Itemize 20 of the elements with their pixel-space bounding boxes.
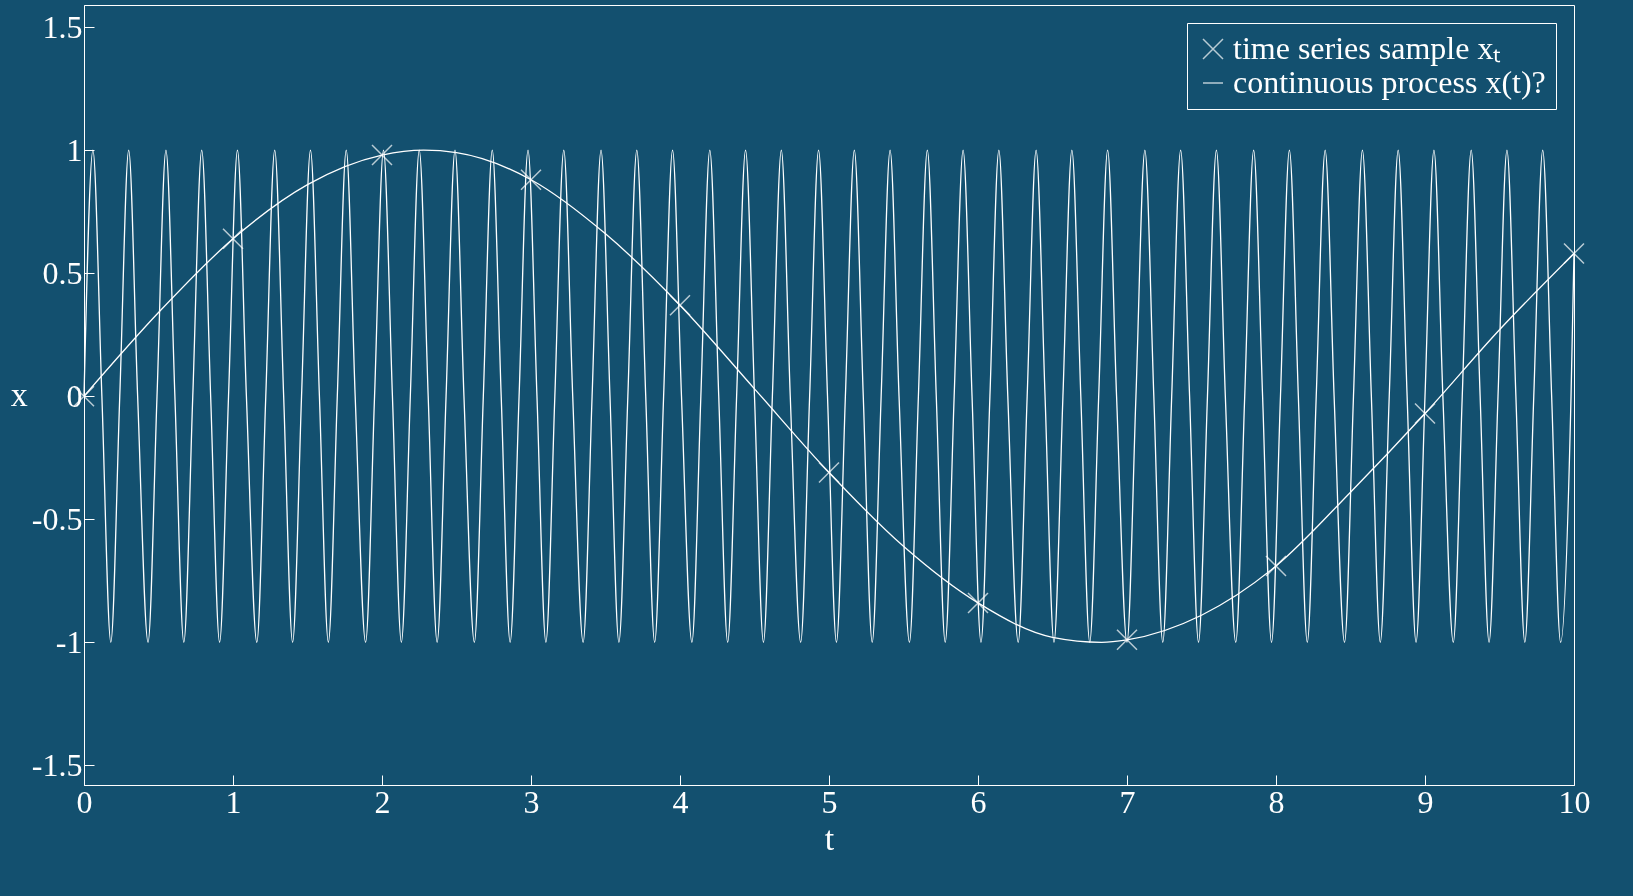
x-tick-label: 7: [1119, 783, 1136, 820]
x-tick-label: 6: [970, 783, 987, 820]
y-tick-label: 0: [66, 377, 83, 414]
x-tick-label: 9: [1417, 783, 1434, 820]
legend-label: time series sample xₜ: [1233, 30, 1502, 66]
y-tick-label: -1: [55, 623, 83, 660]
y-tick-label: -0.5: [31, 500, 83, 537]
x-tick-label: 5: [821, 783, 838, 820]
x-tick-label: 2: [374, 783, 391, 820]
y-tick-label: 1: [66, 131, 83, 168]
x-tick-label: 3: [523, 783, 540, 820]
y-axis-title: x: [10, 375, 28, 413]
x-axis-title: t: [824, 819, 835, 857]
x-tick-label: 4: [672, 783, 689, 820]
x-tick-label: 10: [1558, 783, 1591, 820]
y-tick-label: 0.5: [42, 254, 83, 291]
x-tick-label: 1: [225, 783, 242, 820]
y-tick-label: 1.5: [42, 8, 83, 45]
y-tick-label: -1.5: [31, 746, 83, 783]
x-tick-label: 8: [1268, 783, 1285, 820]
